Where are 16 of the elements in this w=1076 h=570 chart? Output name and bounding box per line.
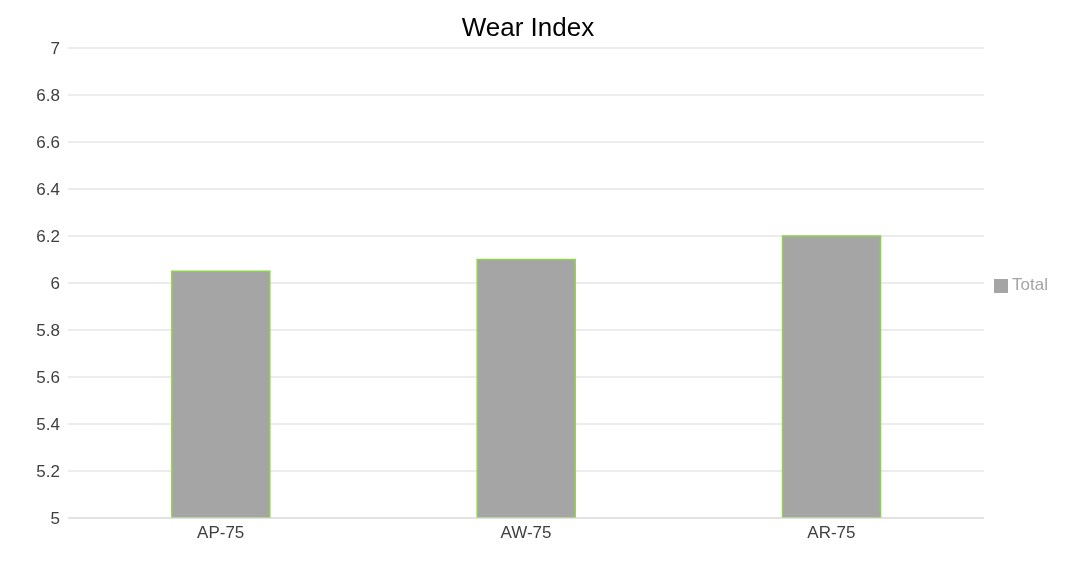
y-tick-label: 6.4 (36, 180, 60, 200)
chart-title: Wear Index (461, 12, 595, 42)
x-tick-label: AP-75 (197, 523, 245, 543)
x-tick-label: AW-75 (500, 523, 552, 543)
y-tick-label: 6.6 (36, 133, 60, 153)
y-tick-label: 5 (50, 509, 60, 529)
y-tick-label: 5.2 (36, 462, 60, 482)
y-tick-label: 6.8 (36, 86, 60, 106)
y-tick-label: 5.8 (36, 321, 60, 341)
y-tick-label: 6.2 (36, 227, 60, 247)
y-tick-label: 7 (50, 39, 60, 59)
legend-label: Total (1012, 275, 1048, 294)
x-tick-label: AR-75 (807, 523, 856, 543)
y-tick-label: 5.6 (36, 368, 60, 388)
y-tick-label: 5.4 (36, 415, 60, 435)
y-tick-label: 6 (50, 274, 60, 294)
